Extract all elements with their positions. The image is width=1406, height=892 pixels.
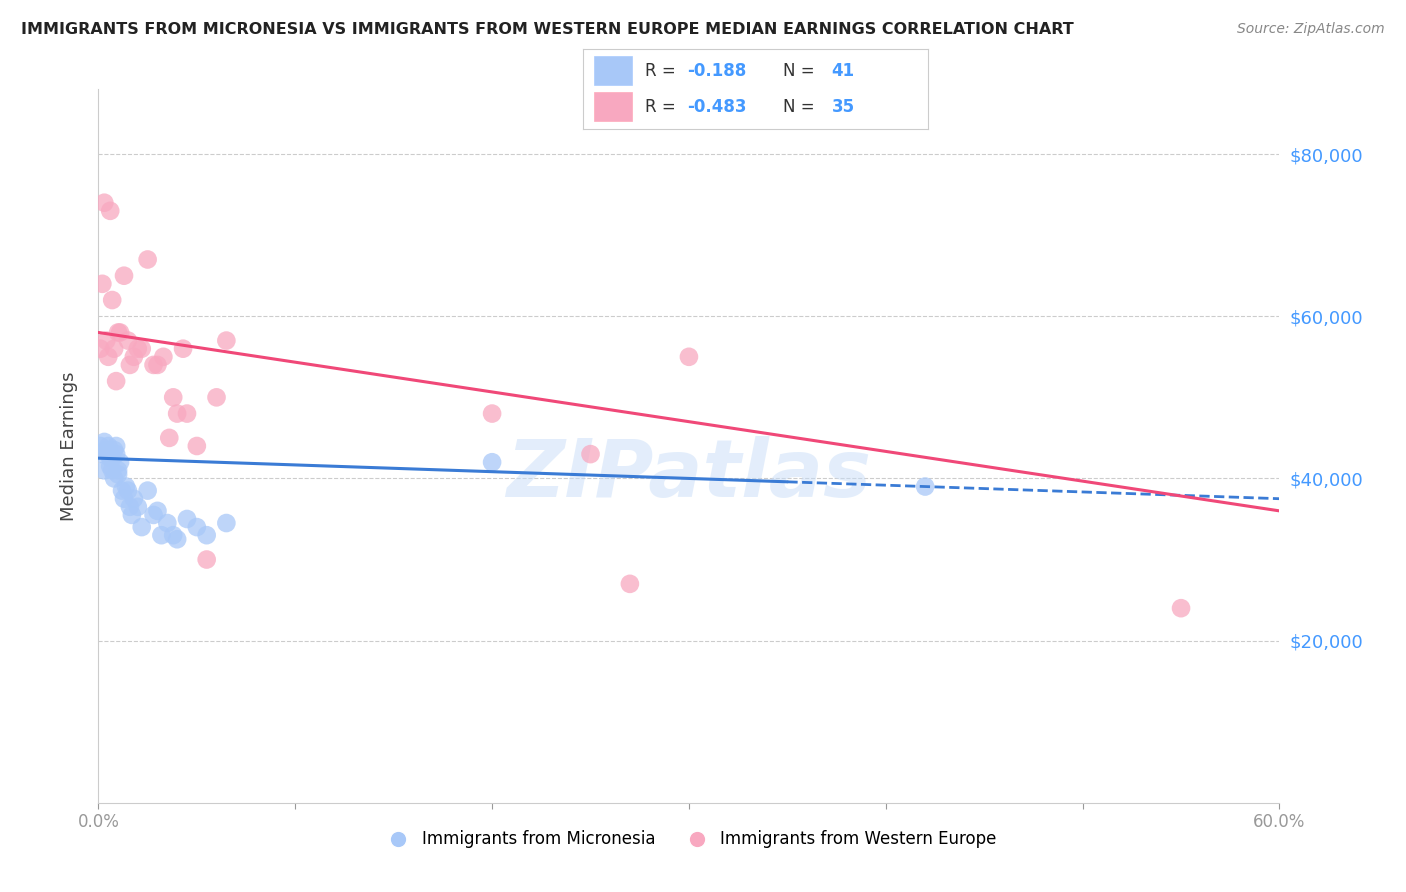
Point bbox=[91, 447, 114, 461]
Point bbox=[678, 350, 700, 364]
Point bbox=[1170, 601, 1192, 615]
Bar bbox=[593, 56, 631, 86]
Point bbox=[162, 390, 184, 404]
Point bbox=[215, 334, 238, 348]
Point bbox=[97, 447, 120, 461]
Point bbox=[107, 467, 129, 482]
Point bbox=[103, 443, 125, 458]
Point bbox=[98, 203, 121, 218]
Text: R =: R = bbox=[645, 62, 682, 79]
Point bbox=[186, 439, 208, 453]
Point bbox=[162, 528, 184, 542]
Point bbox=[111, 483, 134, 498]
Point bbox=[619, 577, 641, 591]
Point bbox=[108, 455, 131, 469]
Point bbox=[157, 431, 180, 445]
Point bbox=[117, 334, 139, 348]
Point bbox=[127, 342, 149, 356]
Point bbox=[89, 439, 111, 453]
Point bbox=[142, 508, 165, 522]
Point bbox=[142, 358, 165, 372]
Point bbox=[579, 447, 602, 461]
Text: 41: 41 bbox=[831, 62, 855, 79]
Point bbox=[115, 479, 138, 493]
Point bbox=[98, 451, 121, 466]
Point bbox=[195, 552, 218, 566]
Point bbox=[136, 252, 159, 267]
Bar bbox=[593, 93, 631, 121]
Point bbox=[156, 516, 179, 530]
Point bbox=[93, 463, 115, 477]
Text: 35: 35 bbox=[831, 98, 855, 116]
Point bbox=[101, 463, 124, 477]
Point bbox=[205, 390, 228, 404]
Point bbox=[172, 342, 194, 356]
Point bbox=[122, 491, 145, 506]
Text: N =: N = bbox=[783, 98, 820, 116]
Point bbox=[96, 334, 118, 348]
Point bbox=[101, 293, 124, 307]
Point bbox=[112, 268, 135, 283]
Point bbox=[118, 500, 141, 514]
Point bbox=[107, 326, 129, 340]
Point bbox=[122, 350, 145, 364]
Y-axis label: Median Earnings: Median Earnings bbox=[59, 371, 77, 521]
Point bbox=[136, 483, 159, 498]
Text: -0.483: -0.483 bbox=[688, 98, 747, 116]
Point bbox=[105, 439, 128, 453]
Point bbox=[97, 350, 120, 364]
Point bbox=[481, 455, 503, 469]
Point bbox=[146, 504, 169, 518]
Text: R =: R = bbox=[645, 98, 682, 116]
Point bbox=[146, 358, 169, 372]
Point bbox=[105, 374, 128, 388]
Point bbox=[127, 500, 149, 514]
Point bbox=[112, 491, 135, 506]
Point bbox=[98, 447, 121, 461]
Point bbox=[481, 407, 503, 421]
Point bbox=[176, 512, 198, 526]
Point bbox=[166, 533, 188, 547]
Point bbox=[131, 342, 153, 356]
Point bbox=[105, 447, 128, 461]
Point bbox=[93, 195, 115, 210]
Point bbox=[131, 520, 153, 534]
Text: N =: N = bbox=[783, 62, 820, 79]
Legend: Immigrants from Micronesia, Immigrants from Western Europe: Immigrants from Micronesia, Immigrants f… bbox=[375, 824, 1002, 855]
Point bbox=[107, 463, 129, 477]
Point bbox=[108, 326, 131, 340]
Point bbox=[914, 479, 936, 493]
Text: Source: ZipAtlas.com: Source: ZipAtlas.com bbox=[1237, 22, 1385, 37]
Point bbox=[89, 342, 111, 356]
Point bbox=[166, 407, 188, 421]
Point bbox=[91, 277, 114, 291]
Point bbox=[195, 528, 218, 542]
Text: -0.188: -0.188 bbox=[688, 62, 747, 79]
Point bbox=[215, 516, 238, 530]
Point bbox=[97, 439, 120, 453]
Point bbox=[93, 434, 115, 449]
Point bbox=[96, 443, 118, 458]
Point bbox=[150, 528, 173, 542]
Point bbox=[121, 508, 143, 522]
Text: IMMIGRANTS FROM MICRONESIA VS IMMIGRANTS FROM WESTERN EUROPE MEDIAN EARNINGS COR: IMMIGRANTS FROM MICRONESIA VS IMMIGRANTS… bbox=[21, 22, 1074, 37]
Point bbox=[152, 350, 174, 364]
Point bbox=[186, 520, 208, 534]
Text: ZIPatlas: ZIPatlas bbox=[506, 435, 872, 514]
Point bbox=[103, 471, 125, 485]
Point bbox=[176, 407, 198, 421]
Point bbox=[103, 342, 125, 356]
Point bbox=[98, 459, 121, 474]
Point bbox=[117, 483, 139, 498]
Point bbox=[101, 451, 124, 466]
Point bbox=[118, 358, 141, 372]
